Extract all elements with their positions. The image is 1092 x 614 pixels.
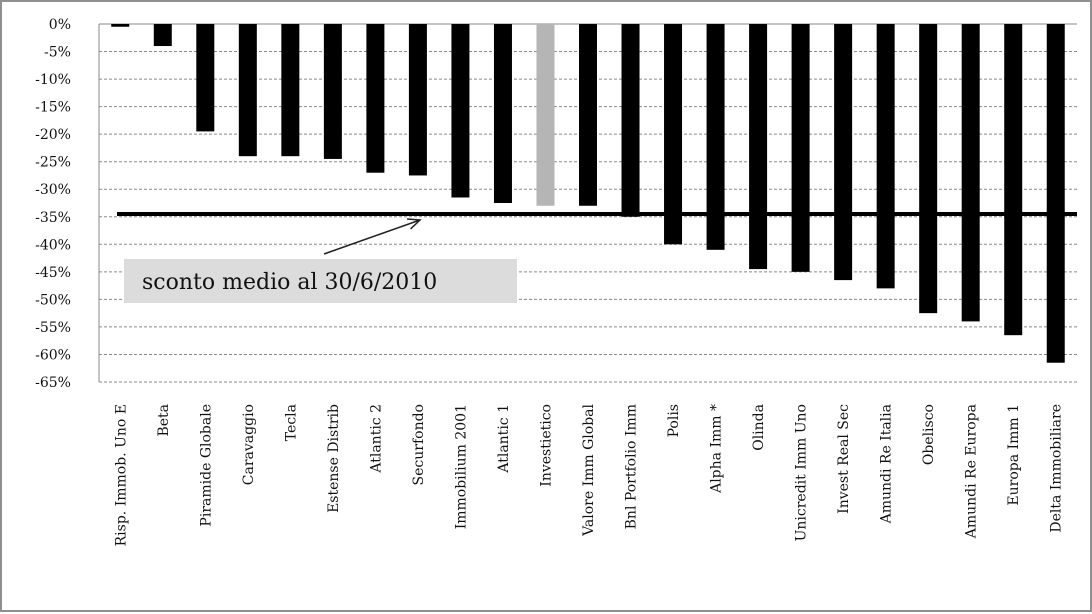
y-tick-label: -15% bbox=[35, 100, 71, 116]
annotation-label: sconto medio al 30/6/2010 bbox=[142, 270, 437, 295]
category-label: Atlantic 1 bbox=[496, 404, 512, 474]
category-label: Caravaggio bbox=[241, 404, 257, 485]
bar bbox=[111, 24, 130, 27]
bar bbox=[238, 24, 257, 157]
y-tick-label: -60% bbox=[35, 347, 71, 363]
annotation-arrowhead-icon bbox=[406, 218, 422, 230]
bar bbox=[153, 24, 172, 47]
category-label: Bnl Portfolio Imm bbox=[624, 404, 640, 529]
category-label: Delta Immobiliare bbox=[1049, 404, 1065, 533]
category-label: Valore Imm Global bbox=[581, 403, 597, 536]
bar bbox=[536, 24, 555, 206]
category-label: Investietico bbox=[538, 404, 554, 487]
bar bbox=[834, 24, 853, 281]
bar bbox=[323, 24, 342, 159]
bar bbox=[621, 24, 640, 217]
y-tick-label: -35% bbox=[35, 210, 71, 226]
bar bbox=[408, 24, 427, 176]
bar bbox=[1046, 24, 1065, 363]
category-label: Atlantic 2 bbox=[368, 404, 384, 474]
category-label: Olinda bbox=[751, 404, 767, 451]
bar bbox=[579, 24, 597, 206]
bar bbox=[919, 24, 938, 314]
category-label: Tecla bbox=[283, 404, 299, 441]
category-label: Alpha Imm * bbox=[709, 404, 725, 494]
bar bbox=[366, 24, 385, 173]
category-label: Immobilium 2001 bbox=[453, 404, 469, 529]
bar bbox=[749, 24, 768, 270]
bar bbox=[493, 24, 512, 203]
bars bbox=[111, 24, 1065, 363]
y-tick-label: -30% bbox=[35, 182, 71, 198]
bar bbox=[876, 24, 895, 289]
bar bbox=[706, 24, 725, 250]
average-discount-line-group: sconto medio al 30/6/2010 bbox=[117, 212, 1077, 303]
y-tick-label: 0% bbox=[49, 17, 71, 33]
category-label: Securfondo bbox=[411, 404, 427, 485]
y-tick-label: -20% bbox=[35, 127, 71, 143]
category-label: Amundi Re Europa bbox=[964, 404, 980, 539]
category-label: Europa Imm 1 bbox=[1006, 404, 1022, 506]
category-label: Beta bbox=[156, 404, 172, 437]
category-label: Invest Real Sec bbox=[836, 404, 852, 514]
category-label: Polis bbox=[666, 404, 682, 437]
annotation-arrow bbox=[323, 219, 421, 255]
category-label: Piramide Globale bbox=[198, 404, 214, 527]
bar bbox=[1004, 24, 1023, 336]
bar bbox=[196, 24, 215, 132]
bar bbox=[961, 24, 980, 322]
y-tick-label: -50% bbox=[35, 292, 71, 308]
bar bbox=[451, 24, 470, 198]
category-label: Unicredit Imm Uno bbox=[794, 404, 810, 541]
y-tick-label: -55% bbox=[35, 320, 71, 336]
y-tick-label: -45% bbox=[35, 265, 71, 281]
bar bbox=[664, 24, 683, 245]
y-tick-label: -5% bbox=[44, 45, 71, 61]
y-tick-label: -25% bbox=[35, 155, 71, 171]
category-label: Risp. Immob. Uno E bbox=[113, 404, 129, 546]
bar bbox=[281, 24, 300, 157]
y-tick-label: -65% bbox=[35, 375, 71, 391]
category-label: Amundi Re Italia bbox=[879, 404, 895, 524]
y-axis-tick-labels: 0% -5% -10% -15% -20% -25% -30% -35% -40% -45% -50… bbox=[35, 17, 71, 391]
x-axis-category-labels: Risp. Immob. Uno E Beta Piramide Globale Ca… bbox=[113, 403, 1064, 546]
y-tick-label: -40% bbox=[35, 237, 71, 253]
annotation-label-background bbox=[124, 259, 517, 303]
category-label: Estense Distrib bbox=[326, 404, 342, 513]
y-tick-label: -10% bbox=[35, 72, 71, 88]
bar bbox=[791, 24, 810, 272]
category-label: Obelisco bbox=[921, 404, 937, 465]
